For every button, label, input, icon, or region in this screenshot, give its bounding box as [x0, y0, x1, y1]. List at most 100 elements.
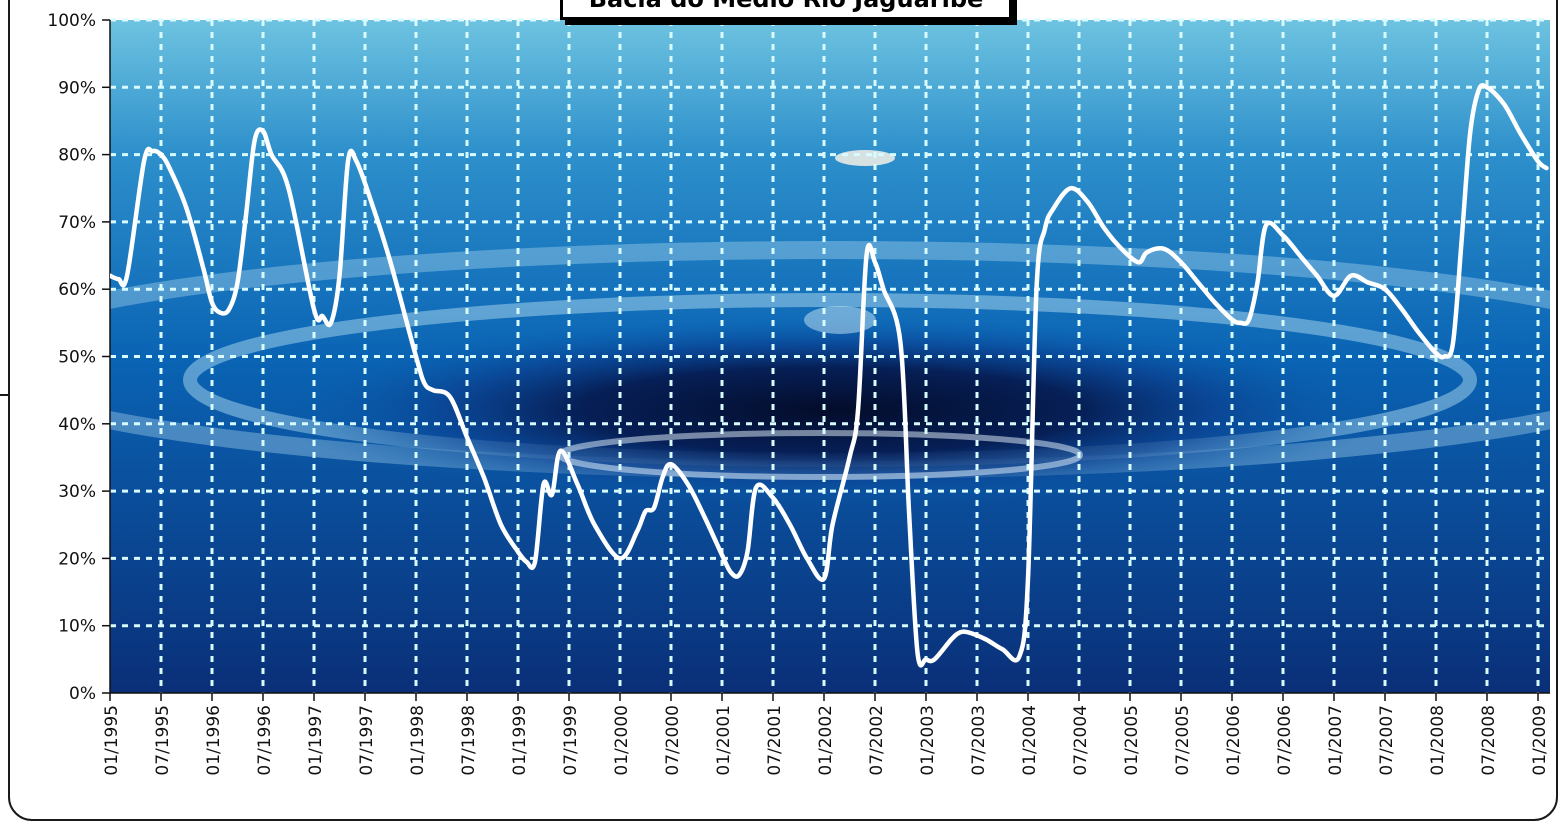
x-tick-label: 01/1996 [204, 705, 224, 776]
data-point [559, 449, 562, 452]
data-point [1502, 102, 1506, 106]
data-point [1477, 89, 1480, 92]
x-tick-label: 07/2006 [1275, 705, 1295, 776]
x-tick-label: 07/1995 [153, 705, 173, 776]
data-point [754, 486, 758, 489]
x-tick-label: 01/1997 [306, 705, 326, 776]
data-point [1001, 648, 1004, 651]
data-point [465, 436, 469, 439]
data-point [525, 560, 528, 563]
data-point [1451, 341, 1455, 345]
data-point [431, 388, 435, 392]
data-point [746, 550, 749, 553]
x-tick-label: 07/2000 [663, 705, 683, 776]
data-point [227, 308, 231, 311]
data-point [1256, 281, 1259, 284]
data-point [1230, 318, 1234, 321]
grid [110, 18, 1550, 693]
y-tick-label: 100% [47, 11, 96, 31]
data-point [686, 483, 690, 486]
x-tick-label: 07/2007 [1377, 705, 1397, 776]
x-tick-label: 01/1995 [102, 705, 122, 776]
y-tick-label: 30% [58, 482, 96, 502]
x-tick-label: 01/2005 [1122, 705, 1142, 776]
data-point [924, 658, 928, 661]
data-point [1052, 207, 1055, 210]
data-point [159, 153, 163, 156]
x-axis-ticks: 01/1995 07/1995 01/1996 07/1996 01/1997 07/19… [102, 705, 1550, 776]
data-point [882, 288, 885, 291]
data-point [1443, 355, 1446, 358]
data-point [1485, 86, 1489, 89]
x-tick-label: 07/1997 [357, 705, 377, 776]
chart-title: Bacia do Médio Rio Jaguaribe [560, 0, 1012, 20]
x-tick-label: 07/1998 [459, 705, 479, 776]
data-point [576, 483, 579, 486]
y-tick-label: 20% [58, 549, 96, 569]
y-tick-label: 70% [58, 213, 96, 233]
x-tick-label: 01/2004 [1020, 705, 1040, 776]
data-point [933, 658, 936, 661]
data-point [618, 557, 622, 560]
data-point [967, 631, 970, 634]
data-point [1247, 318, 1251, 321]
data-point [873, 261, 877, 264]
data-point [1239, 321, 1242, 324]
data-point [533, 560, 537, 563]
data-point [1069, 187, 1072, 190]
data-point [151, 150, 154, 153]
data-point [1264, 224, 1268, 227]
data-point [856, 409, 860, 412]
data-point [669, 463, 673, 466]
data-point [499, 523, 503, 526]
x-tick-label: 07/2008 [1479, 705, 1499, 776]
data-point [321, 314, 324, 318]
data-point [822, 577, 826, 580]
data-point [1298, 254, 1302, 257]
x-tick-label: 01/2003 [918, 705, 938, 776]
data-point [1026, 577, 1030, 580]
y-axis-ticks: 0% 10% 20% 30% 40% 50% 60% 70% 80% 90% 100% [47, 11, 96, 704]
x-tick-label: 07/2004 [1071, 705, 1091, 776]
x-tick-label: 07/2003 [969, 705, 989, 776]
data-point [1434, 351, 1438, 355]
y-tick-label: 40% [58, 415, 96, 435]
data-point [1460, 240, 1463, 244]
data-point [593, 523, 596, 526]
axes [102, 19, 1550, 701]
data-point [737, 574, 741, 577]
data-point [899, 341, 902, 345]
data-point [984, 638, 987, 641]
data-point [1366, 281, 1370, 284]
x-tick-label: 01/2001 [714, 705, 734, 776]
data-point [329, 321, 333, 324]
x-tick-label: 01/2007 [1326, 705, 1346, 776]
x-tick-label: 07/1999 [561, 705, 581, 776]
data-point [125, 274, 129, 277]
data-point [1315, 274, 1319, 277]
data-point [372, 207, 375, 210]
series [110, 82, 1549, 668]
data-point [110, 274, 112, 277]
data-point [1137, 261, 1140, 264]
data-point [1545, 166, 1548, 170]
data-point [1400, 308, 1404, 311]
data-point [788, 523, 792, 526]
ripple-core [270, 315, 1390, 505]
x-tick-label: 07/2005 [1173, 705, 1193, 776]
x-tick-label: 07/1996 [255, 705, 275, 776]
data-point [958, 631, 962, 634]
data-point [346, 160, 350, 163]
data-point [1468, 133, 1472, 136]
x-tick-label: 01/2002 [816, 705, 836, 776]
data-point [312, 308, 316, 311]
data-point [805, 557, 809, 560]
data-point [270, 153, 273, 156]
y-tick-label: 90% [58, 78, 96, 98]
data-point [1417, 331, 1421, 335]
data-point [1086, 200, 1089, 203]
data-point [244, 214, 248, 217]
data-point [219, 311, 222, 314]
data-point [729, 570, 732, 574]
data-point [1162, 247, 1166, 250]
